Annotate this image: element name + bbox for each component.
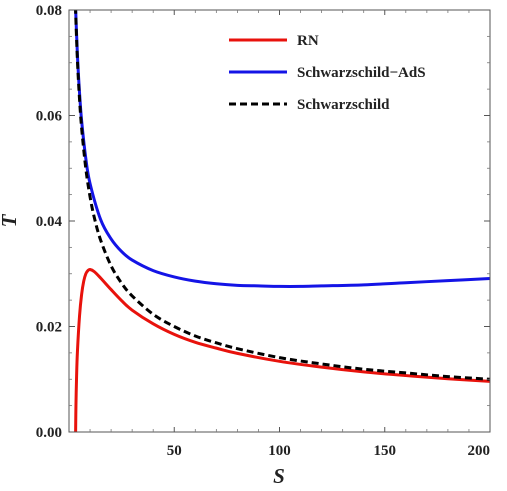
x-tick-label: 150 [374, 443, 397, 459]
y-tick-label: 0.06 [36, 109, 63, 125]
series-layer [74, 10, 490, 432]
x-tick-label: 50 [167, 443, 182, 459]
series-line-1 [74, 10, 490, 288]
series-line-2 [74, 10, 490, 381]
y-axis-label: T [0, 213, 21, 227]
legend-label-2: Schwarzschild [297, 97, 390, 113]
y-tick-label: 0.04 [36, 214, 63, 230]
x-tick-label: 100 [268, 443, 291, 459]
series-line-0 [74, 267, 490, 432]
ticks-layer: 50 100 150 200 0.00 0.02 0.04 0.06 0.08 [36, 3, 491, 459]
y-tick-label: 0.00 [36, 425, 62, 441]
legend-label-0: RN [297, 33, 319, 49]
legend-label-1: Schwarzschild−AdS [297, 65, 426, 81]
y-tick-label: 0.02 [36, 320, 62, 336]
y-tick-label: 0.08 [36, 3, 62, 19]
legend: RN Schwarzschild−AdS Schwarzschild [229, 33, 426, 113]
x-tick-label: 200 [468, 443, 491, 459]
x-axis-label: S [273, 464, 285, 488]
